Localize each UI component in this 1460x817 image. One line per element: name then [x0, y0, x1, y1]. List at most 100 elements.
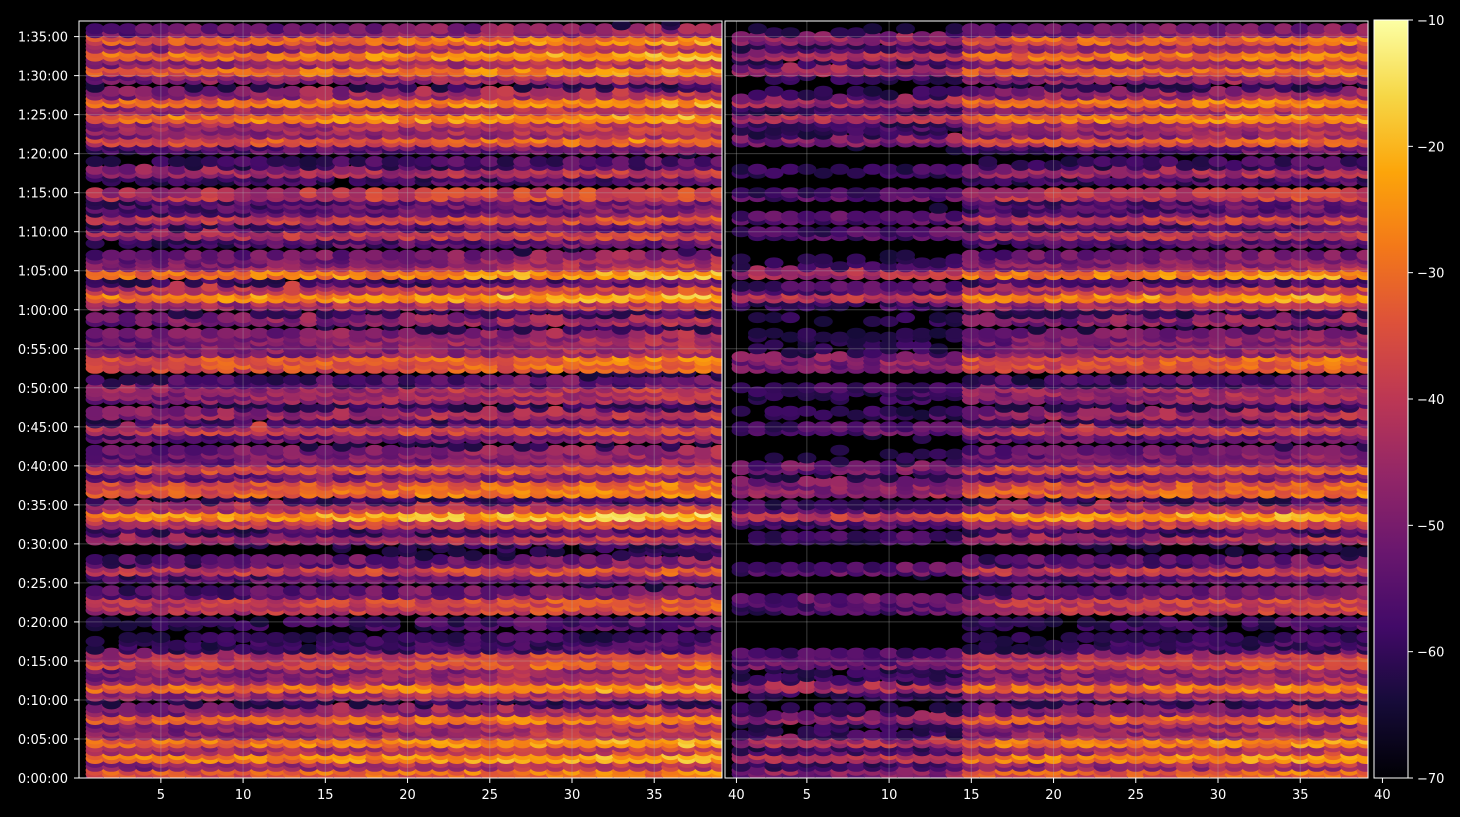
heatmap-cell [513, 639, 533, 651]
heatmap-cell [118, 530, 138, 542]
heatmap-cell [315, 616, 335, 628]
heatmap-cell [184, 698, 204, 710]
heatmap-cell [365, 635, 385, 647]
heatmap-cell [628, 632, 648, 643]
heatmap-cell [611, 249, 631, 261]
heatmap-cell [381, 632, 401, 643]
heatmap-cell [365, 702, 385, 714]
heatmap-cell [332, 585, 352, 597]
heatmap-cell [546, 249, 565, 261]
heatmap-cell [414, 444, 434, 456]
heatmap-cell [167, 249, 187, 261]
heatmap-cell [381, 374, 401, 386]
heatmap-cell [513, 632, 533, 643]
heatmap-cell [250, 374, 269, 386]
heatmap-cell [513, 616, 533, 628]
heatmap-cell [184, 639, 204, 651]
heatmap-cell [381, 639, 401, 651]
heatmap-cell [250, 554, 269, 565]
heatmap-cell [414, 550, 434, 562]
heatmap-cell [496, 632, 516, 643]
heatmap-cell [332, 554, 352, 565]
heatmap-cell [644, 554, 664, 565]
heatmap-cell [151, 405, 171, 417]
heatmap-cell [184, 405, 204, 417]
heatmap-cell [496, 249, 516, 261]
heatmap-cell [414, 374, 434, 386]
heatmap-cell [118, 327, 138, 339]
heatmap-cell [578, 249, 598, 261]
heatmap-cell [200, 639, 220, 651]
heatmap-cell [447, 312, 467, 324]
heatmap-cell [562, 554, 582, 565]
heatmap-cell [447, 546, 467, 558]
heatmap-cell [85, 249, 105, 261]
heatmap-cell [217, 632, 237, 643]
heatmap-cell [315, 444, 335, 456]
heatmap-cell [102, 405, 121, 417]
heatmap-cell [463, 632, 483, 643]
heatmap-cell [151, 499, 171, 511]
heatmap-cell [184, 327, 204, 339]
heatmap-cell [332, 440, 352, 452]
heatmap-cell [134, 405, 154, 417]
heatmap-cell [233, 499, 253, 511]
heatmap-cell [513, 585, 533, 597]
heatmap-cell [332, 616, 352, 628]
heatmap-cell [200, 374, 220, 386]
heatmap-cell [102, 444, 121, 456]
heatmap-cell [546, 327, 565, 339]
heatmap-cell [250, 421, 269, 433]
heatmap-cell [578, 616, 598, 628]
heatmap-cell [282, 616, 302, 628]
heatmap-cell [381, 249, 401, 261]
heatmap-cell [282, 327, 302, 339]
heatmap-cell [398, 554, 417, 565]
heatmap-cell [200, 495, 220, 507]
heatmap-cell [348, 585, 368, 597]
heatmap-cell [134, 499, 154, 511]
heatmap-cell [463, 616, 483, 628]
heatmap-cell [414, 499, 434, 511]
heatmap-cell [184, 374, 204, 386]
heatmap-cell [233, 632, 253, 643]
heatmap-cell [167, 702, 187, 714]
heatmap-cell [151, 632, 171, 643]
heatmap-cell [529, 585, 549, 597]
heatmap-cell [644, 581, 664, 593]
heatmap-cell [463, 440, 483, 452]
heatmap-cell [118, 312, 138, 324]
heatmap-cell [661, 632, 681, 643]
heatmap-cell [595, 585, 615, 597]
heatmap-cell [365, 327, 385, 339]
heatmap-cell [710, 444, 722, 456]
heatmap-cell [447, 632, 467, 643]
heatmap-cell [167, 374, 187, 386]
heatmap-cell [184, 616, 204, 628]
heatmap-cell [398, 585, 417, 597]
heatmap-cell [381, 616, 401, 628]
heatmap-cell [184, 499, 204, 511]
heatmap-cell [562, 632, 582, 643]
heatmap-cell [118, 702, 138, 714]
heatmap-cell [628, 554, 648, 565]
heatmap-cell [299, 374, 319, 386]
heatmap-cell [611, 444, 631, 456]
heatmap-cell [102, 585, 121, 597]
heatmap-cell [463, 249, 483, 261]
heatmap-cell [266, 698, 286, 710]
heatmap-cell [710, 616, 722, 628]
heatmap-cell [496, 702, 516, 714]
heatmap-cell [578, 554, 598, 565]
heatmap-cell [595, 249, 615, 261]
heatmap-cell [562, 616, 582, 628]
heatmap-cell [381, 554, 401, 565]
heatmap-cell [315, 632, 335, 643]
heatmap-cell [398, 542, 417, 554]
heatmap-cell [217, 405, 237, 417]
heatmap-cell [578, 444, 598, 456]
heatmap-cell [661, 585, 681, 597]
heatmap-cell [118, 374, 138, 386]
heatmap-cell [677, 632, 697, 643]
heatmap-cell [496, 616, 516, 628]
